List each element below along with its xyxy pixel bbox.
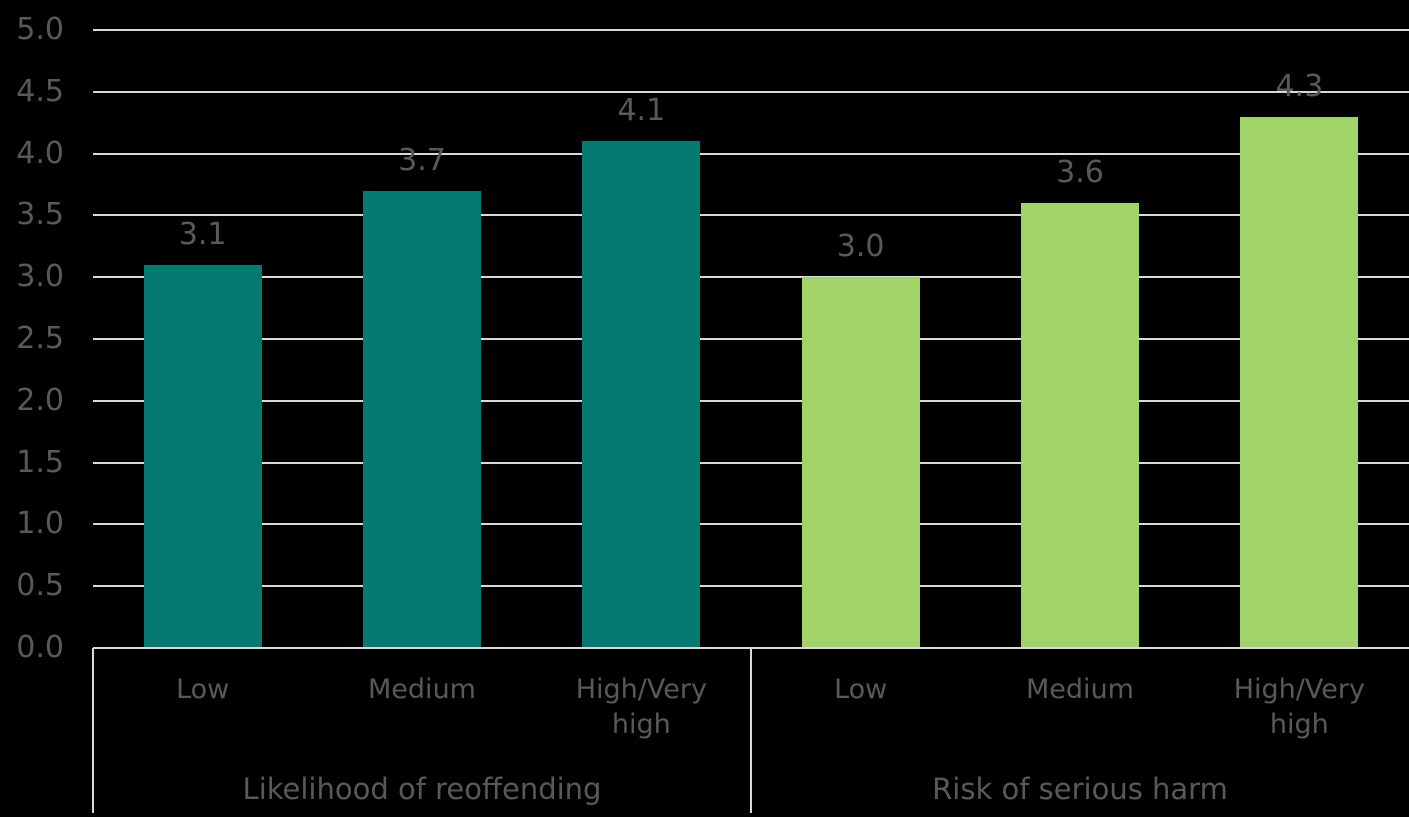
bar-value-label: 3.6 (1056, 155, 1104, 191)
category-label: High/Very high (1233, 674, 1365, 740)
bar (363, 190, 481, 647)
y-axis-tick-label: 1.0 (16, 506, 64, 542)
bar (1021, 203, 1139, 647)
axis-group-label: Risk of serious harm (932, 772, 1228, 806)
y-axis-tick-label: 2.5 (16, 321, 64, 356)
category-label: Low (176, 674, 230, 705)
gridline (93, 276, 1409, 279)
gridline (93, 461, 1409, 464)
bar (582, 141, 701, 647)
category-axis-left-border (92, 648, 94, 813)
gridline (93, 90, 1409, 93)
y-axis-tick-label: 5.0 (16, 12, 64, 47)
gridline (93, 523, 1409, 526)
bar (801, 277, 920, 647)
bar-value-label: 4.1 (617, 93, 666, 129)
category-label: Medium (1026, 674, 1134, 705)
bar-value-label: 4.3 (1275, 68, 1324, 104)
gridline (93, 214, 1409, 217)
y-axis-tick-label: 2.0 (16, 382, 64, 418)
y-axis-tick-label: 4.5 (16, 73, 64, 109)
y-axis-tick-label: 0.0 (16, 630, 64, 665)
gridline (93, 152, 1409, 155)
gridline (93, 338, 1409, 340)
y-axis-tick-label: 4.0 (16, 135, 64, 171)
category-label: High/Very high (575, 674, 707, 740)
bar-value-label: 3.1 (178, 216, 227, 252)
bar-value-label: 3.7 (398, 142, 446, 178)
y-axis-tick-label: 3.0 (16, 259, 64, 295)
category-group-divider (750, 648, 752, 813)
y-axis-tick-label: 3.5 (16, 197, 64, 233)
gridline (93, 29, 1409, 31)
gridline (93, 399, 1409, 402)
bar-value-label: 3.0 (836, 229, 885, 265)
y-axis-tick-label: 1.5 (16, 444, 64, 480)
axis-group-label: Likelihood of reoffending (242, 772, 602, 806)
bar (1240, 116, 1359, 647)
gridline (93, 585, 1409, 588)
y-axis-tick-label: 0.5 (16, 568, 64, 604)
category-label: Low (834, 674, 888, 705)
category-label: Medium (368, 674, 476, 705)
bar (143, 264, 262, 647)
